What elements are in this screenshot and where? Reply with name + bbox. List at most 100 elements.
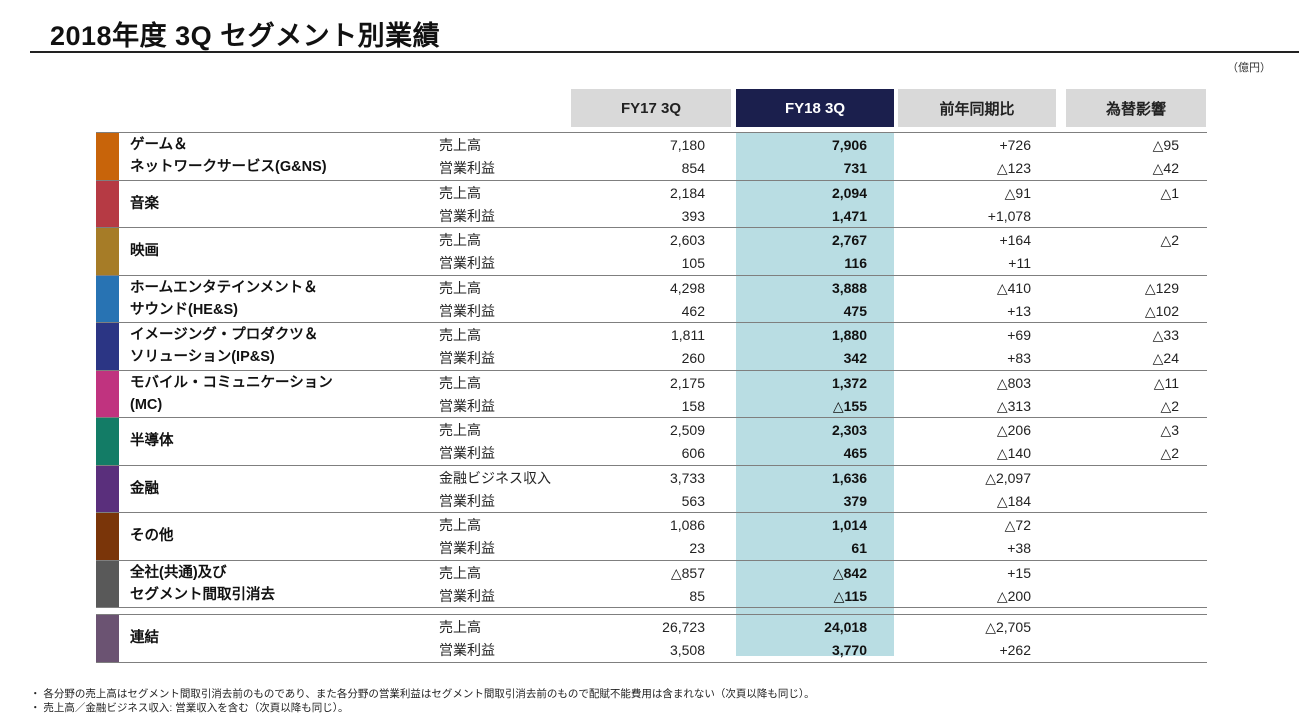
value-fy17: 7,180: [669, 137, 705, 153]
value-fy18: 2,094: [831, 184, 867, 201]
metric-label: 売上高: [439, 137, 481, 153]
segment-color-bar: [96, 560, 119, 607]
value-fy18: 1,014: [831, 517, 867, 533]
value-fx-impact: △24: [1152, 350, 1179, 366]
segment-name: 映画: [130, 228, 430, 275]
value-yoy: +11: [1008, 255, 1031, 271]
value-yoy: +83: [1007, 350, 1031, 366]
value-fy17: 2,509: [669, 422, 705, 438]
value-fy17: 260: [681, 350, 705, 366]
segment-row: イメージング・プロダクツ＆ ソリューション(IP&S) 売上高 1,811 1,880 +…: [96, 323, 1207, 371]
value-yoy: +262: [999, 642, 1031, 658]
value-yoy: △184: [996, 492, 1031, 509]
value-fy17: 105: [681, 255, 705, 271]
value-yoy: △206: [996, 422, 1031, 438]
segment-name: 音楽: [130, 181, 430, 228]
metric-label: 営業利益: [439, 160, 495, 176]
metric-label: 売上高: [439, 517, 481, 533]
segment-name-line: ホームエンタテインメント＆: [130, 279, 318, 296]
metric-label: 営業利益: [439, 642, 495, 658]
segment-name-line: その他: [130, 528, 174, 545]
value-fy18: 1,471: [831, 207, 867, 224]
value-yoy: △140: [996, 445, 1031, 461]
metric-label: 売上高: [439, 374, 481, 391]
value-fy18: 3,888: [831, 279, 867, 296]
value-fx-impact: [1056, 562, 1179, 585]
value-fx-impact: △33: [1152, 327, 1179, 343]
segment-color-bar: [96, 370, 119, 417]
value-fy18: 379: [843, 492, 867, 509]
footnote: ・ 売上高／金融ビジネス収入: 営業収入を含む（次頁以降も同じ）。: [30, 702, 349, 714]
metric-label: 営業利益: [439, 492, 495, 509]
total-row: 連結 売上高 26,723 24,018 △2,705 営業利益 3,508 3,770 +26…: [96, 614, 1207, 663]
value-yoy: △72: [1004, 517, 1031, 533]
segment-name: 全社(共通)及び セグメント間取引消去: [130, 561, 430, 608]
value-yoy: +1,078: [987, 207, 1031, 224]
value-fy17: 26,723: [662, 619, 705, 635]
segment-name: イメージング・プロダクツ＆ ソリューション(IP&S): [130, 323, 430, 370]
footnote: ・ 各分野の売上高はセグメント間取引消去前のものであり、また各分野の営業利益はセ…: [30, 688, 815, 700]
value-fx-impact: △2: [1160, 232, 1179, 248]
value-fy17: 563: [681, 492, 705, 509]
segment-name-line: 映画: [130, 243, 159, 260]
segment-name-line: ネットワークサービス(G&NS): [130, 159, 327, 176]
metric-label: 営業利益: [439, 540, 495, 556]
value-fx-impact: △95: [1152, 137, 1179, 153]
segment-color-bar: [96, 615, 119, 662]
value-fy18: △842: [832, 564, 867, 581]
segment-color-bar: [96, 275, 119, 322]
value-yoy: +69: [1007, 327, 1031, 343]
metric-label: 売上高: [439, 327, 481, 343]
value-fx-impact: △102: [1144, 302, 1179, 319]
metric-label: 営業利益: [439, 445, 495, 461]
segment-name-line: ゲーム＆: [130, 137, 188, 154]
segment-name-line: 音楽: [130, 195, 159, 212]
value-fx-impact: [1056, 490, 1179, 513]
value-fx-impact: [1056, 616, 1179, 639]
value-yoy: △2,097: [985, 469, 1031, 486]
value-yoy: +15: [1007, 564, 1031, 581]
value-fy17: 23: [689, 540, 705, 556]
segment-name-line: イメージング・プロダクツ＆: [130, 327, 319, 344]
segment-color-bar: [96, 228, 119, 275]
value-fx-impact: [1056, 205, 1179, 228]
value-yoy: △91: [1004, 184, 1031, 201]
column-header-yoy: 前年同期比: [898, 89, 1056, 127]
value-fy18: 1,372: [831, 374, 867, 391]
value-fy17: 1,086: [669, 517, 705, 533]
value-fx-impact: [1056, 467, 1179, 490]
segment-row: モバイル・コミュニケーション (MC) 売上高 2,175 1,372 △803 △11 営業…: [96, 370, 1207, 418]
metric-label: 営業利益: [439, 255, 495, 271]
value-fy17: 2,175: [669, 374, 705, 391]
segment-name: ゲーム＆ ネットワークサービス(G&NS): [130, 133, 430, 180]
segment-row: ゲーム＆ ネットワークサービス(G&NS) 売上高 7,180 7,906 +726 △95…: [96, 132, 1207, 181]
title-rule: [30, 51, 1299, 53]
value-yoy: △200: [996, 587, 1031, 604]
segment-name: モバイル・コミュニケーション (MC): [130, 371, 430, 418]
value-fx-impact: [1056, 639, 1179, 662]
value-fy18: 731: [843, 160, 867, 176]
value-fx-impact: △1: [1160, 184, 1179, 201]
unit-label: （億円）: [1227, 62, 1271, 74]
segment-color-bar: [96, 133, 119, 180]
value-yoy: △123: [996, 160, 1031, 176]
column-header-fy17: FY17 3Q: [571, 89, 731, 127]
segment-row: 映画 売上高 2,603 2,767 +164 △2 営業利益 105 116 +11: [96, 228, 1207, 276]
segment-name-line: 連結: [130, 630, 159, 647]
value-fy18: 342: [843, 350, 867, 366]
value-fy18: 7,906: [831, 137, 867, 153]
segment-name-line: 金融: [130, 480, 159, 497]
value-fy17: 3,508: [669, 642, 705, 658]
segment-name: 半導体: [130, 418, 430, 465]
value-fx-impact: [1056, 537, 1179, 560]
metric-label: 売上高: [439, 619, 481, 635]
value-fy17: 1,811: [671, 327, 705, 343]
value-fy18: 2,303: [831, 422, 867, 438]
segment-name-line: 半導体: [130, 433, 174, 450]
segment-row: 音楽 売上高 2,184 2,094 △91 △1 営業利益 393 1,471 +1,078: [96, 180, 1207, 228]
segment-color-bar: [96, 323, 119, 370]
metric-label: 売上高: [439, 184, 481, 201]
metric-label: 営業利益: [439, 302, 495, 319]
metric-label: 営業利益: [439, 350, 495, 366]
column-header-fy18: FY18 3Q: [736, 89, 894, 127]
